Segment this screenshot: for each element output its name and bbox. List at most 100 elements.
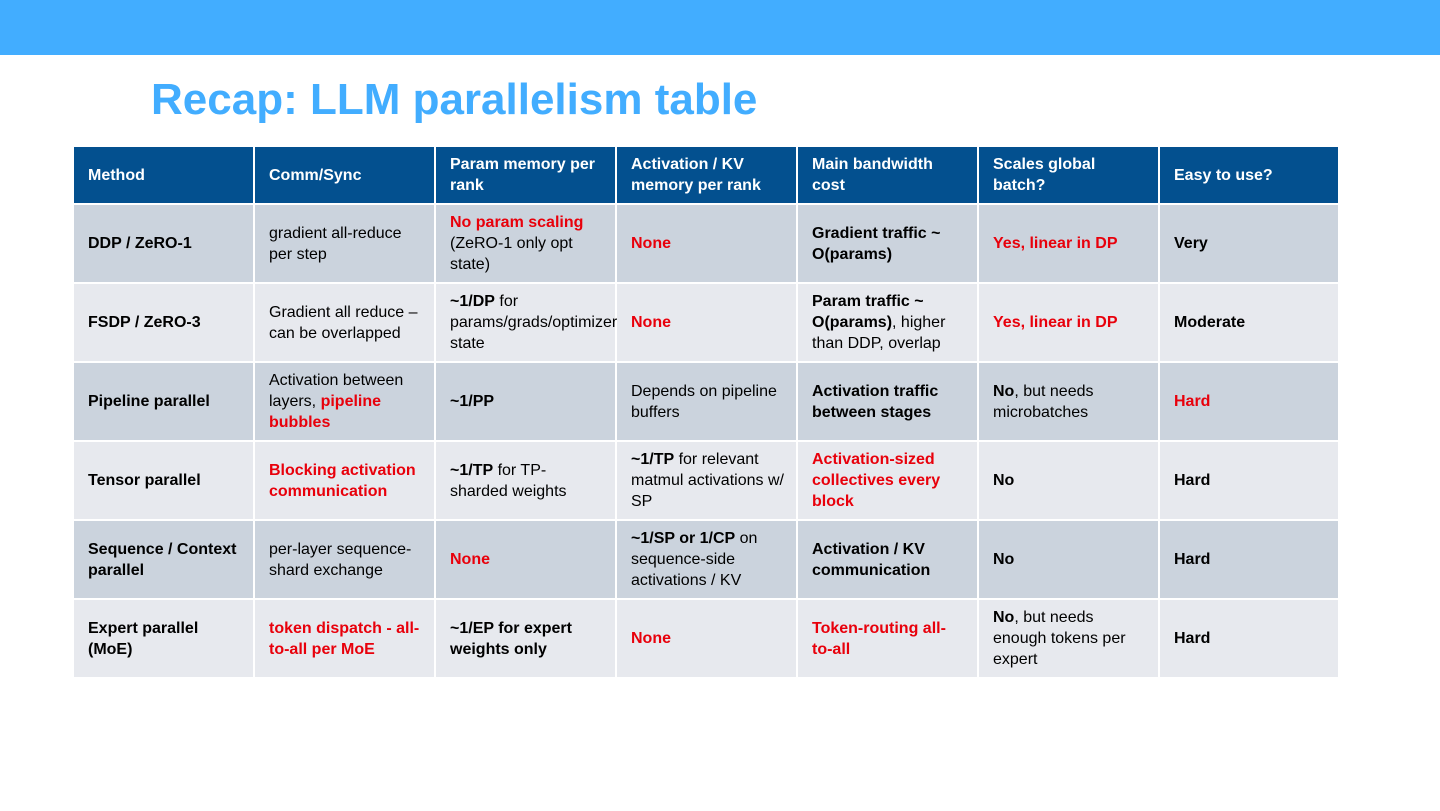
cell-text: Param traffic ~ O(params) — [812, 293, 924, 331]
cell-method: FSDP / ZeRO-3 — [72, 282, 255, 363]
cell-scales-batch: Yes, linear in DP — [977, 203, 1160, 284]
cell-comm-sync: token dispatch - all-to-all per MoE — [253, 598, 436, 679]
cell-text: ~1/SP or 1/CP — [631, 530, 736, 547]
cell-param-memory: ~1/DP for params/grads/optimizer state — [434, 282, 618, 363]
cell-param-memory: ~1/EP for expert weights only — [434, 598, 617, 679]
cell-easy-to-use: Hard — [1158, 361, 1340, 442]
cell-text: None — [631, 630, 671, 647]
header-activation-memory: Activation / KV memory per rank — [615, 145, 798, 205]
cell-text: for TP-sharded weights — [450, 461, 567, 500]
cell-text: , but needs microbatches — [993, 382, 1094, 421]
cell-text: (ZeRO-1 only opt state) — [450, 235, 573, 273]
header-method: Method — [72, 145, 255, 205]
cell-bandwidth-cost: Activation / KV communication — [796, 519, 979, 600]
cell-scales-batch: No — [977, 440, 1160, 521]
cell-text: Hard — [1174, 630, 1211, 647]
table-row: Expert parallel (MoE) token dispatch - al… — [72, 598, 1340, 679]
cell-easy-to-use: Hard — [1158, 598, 1340, 679]
header-bar — [0, 0, 1440, 55]
cell-text: Hard — [1174, 393, 1211, 410]
cell-text: ~1/TP — [631, 451, 675, 468]
cell-bandwidth-cost: Token-routing all-to-all — [796, 598, 979, 679]
cell-text: No — [993, 472, 1015, 489]
cell-text: ~1/PP — [450, 393, 495, 410]
cell-text: Activation / KV communication — [812, 540, 931, 579]
header-param-memory: Param memory per rank — [434, 145, 617, 205]
parallelism-table: Method Comm/Sync Param memory per rank A… — [72, 145, 1340, 679]
cell-activation-memory: None — [615, 203, 798, 284]
cell-text: Gradient traffic ~ O(params) — [812, 224, 941, 263]
cell-text: Moderate — [1174, 314, 1246, 331]
cell-text: No — [993, 551, 1015, 568]
cell-text: on sequence-side activations / KV — [631, 530, 758, 589]
cell-method: DDP / ZeRO-1 — [72, 203, 255, 284]
cell-bandwidth-cost: Activation-sized collectives every block — [796, 440, 979, 521]
cell-comm-sync: per-layer sequence-shard exchange — [253, 519, 436, 600]
cell-text: Gradient all reduce – can be overlapped — [269, 303, 418, 342]
cell-text: None — [631, 235, 671, 252]
header-comm-sync: Comm/Sync — [253, 145, 436, 205]
header-easy-to-use: Easy to use? — [1158, 145, 1340, 205]
cell-text: No param scaling — [450, 214, 584, 231]
cell-text: for params/grads/optimizer state — [450, 293, 618, 352]
cell-activation-memory: None — [615, 282, 798, 363]
table-row: Sequence / Context parallel per-layer seq… — [72, 519, 1340, 600]
cell-param-memory: None — [434, 519, 617, 600]
cell-text: Yes, linear in DP — [993, 235, 1118, 252]
cell-param-memory: ~1/PP — [434, 361, 617, 442]
cell-text: ~1/EP for expert weights only — [450, 619, 572, 658]
table-row: FSDP / ZeRO-3 Gradient all reduce – can b… — [72, 282, 1340, 363]
cell-text: Hard — [1174, 551, 1211, 568]
cell-scales-batch: No, but needs enough tokens per expert — [977, 598, 1160, 679]
cell-bandwidth-cost: Activation traffic between stages — [796, 361, 979, 442]
cell-text: No — [993, 609, 1015, 626]
cell-scales-batch: Yes, linear in DP — [977, 282, 1160, 363]
cell-text: for relevant matmul activations w/ SP — [631, 451, 784, 510]
cell-text: ~1/DP — [450, 293, 495, 310]
cell-text: , higher than DDP, overlap — [812, 314, 946, 352]
cell-activation-memory: None — [615, 598, 798, 679]
cell-text: Hard — [1174, 472, 1211, 489]
table-row: DDP / ZeRO-1 gradient all-reduce per step… — [72, 203, 1340, 284]
cell-text: token dispatch - all-to-all per MoE — [269, 619, 420, 658]
cell-comm-sync: Activation between layers, pipeline bubb… — [253, 361, 436, 442]
cell-comm-sync: gradient all-reduce per step — [253, 203, 436, 284]
cell-text: gradient all-reduce per step — [269, 224, 402, 263]
table-row: Pipeline parallel Activation between laye… — [72, 361, 1340, 442]
cell-method: Expert parallel (MoE) — [72, 598, 255, 679]
table-header-row: Method Comm/Sync Param memory per rank A… — [72, 145, 1340, 205]
table-row: Tensor parallel Blocking activation commu… — [72, 440, 1340, 521]
cell-scales-batch: No — [977, 519, 1160, 600]
cell-comm-sync: Blocking activation communication — [253, 440, 436, 521]
cell-text: Very — [1174, 235, 1208, 252]
cell-text: Activation traffic between stages — [812, 382, 939, 421]
slide-title: Recap: LLM parallelism table — [151, 75, 758, 124]
cell-easy-to-use: Moderate — [1158, 282, 1340, 363]
cell-method: Pipeline parallel — [72, 361, 255, 442]
cell-easy-to-use: Hard — [1158, 519, 1340, 600]
cell-activation-memory: ~1/TP for relevant matmul activations w/… — [615, 440, 798, 521]
cell-text: No — [993, 382, 1015, 400]
cell-easy-to-use: Very — [1158, 203, 1340, 284]
cell-scales-batch: No, but needs microbatches — [977, 361, 1160, 442]
cell-activation-memory: ~1/SP or 1/CP on sequence-side activatio… — [615, 519, 798, 600]
cell-method: Sequence / Context parallel — [72, 519, 255, 600]
header-scales-batch: Scales global batch? — [977, 145, 1160, 205]
cell-text: pipeline bubbles — [269, 393, 382, 431]
cell-param-memory: ~1/TP for TP-sharded weights — [434, 440, 617, 521]
cell-text: Depends on pipeline buffers — [631, 382, 777, 421]
cell-bandwidth-cost: Gradient traffic ~ O(params) — [796, 203, 979, 284]
cell-bandwidth-cost: Param traffic ~ O(params), higher than D… — [796, 282, 979, 363]
cell-text: per-layer sequence-shard exchange — [269, 540, 412, 579]
cell-text: Activation between layers, — [269, 372, 404, 410]
cell-comm-sync: Gradient all reduce – can be overlapped — [253, 282, 436, 363]
cell-text: Token-routing all-to-all — [812, 619, 946, 658]
cell-text: Activation-sized collectives every block — [812, 451, 941, 510]
cell-easy-to-use: Hard — [1158, 440, 1340, 521]
cell-text: None — [631, 314, 671, 331]
cell-param-memory: No param scaling (ZeRO-1 only opt state) — [434, 203, 617, 284]
cell-text: None — [450, 551, 490, 568]
cell-text: , but needs enough tokens per expert — [993, 609, 1126, 668]
cell-text: ~1/TP — [450, 461, 494, 479]
cell-activation-memory: Depends on pipeline buffers — [615, 361, 798, 442]
